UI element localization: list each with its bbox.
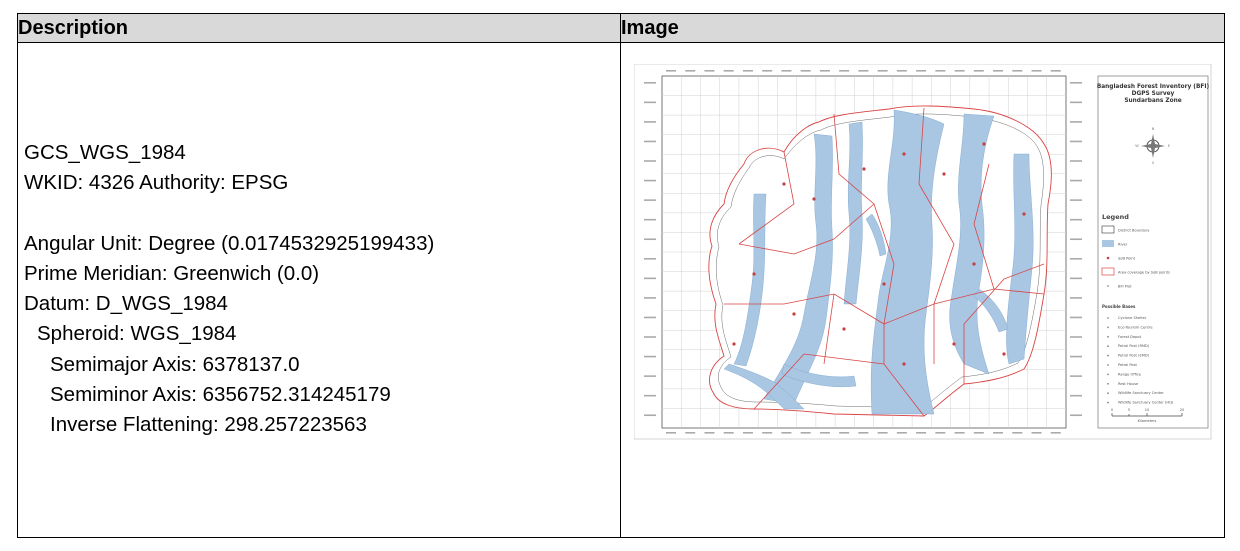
header-image: Image	[620, 13, 1225, 43]
base-symbol	[1107, 354, 1109, 357]
inverse-flattening: Inverse Flattening: 298.257223563	[50, 413, 367, 437]
scale-bar: 0 5 10 20 Kilometers	[1111, 408, 1184, 423]
svg-text:10: 10	[1145, 408, 1149, 412]
angular-unit: Angular Unit: Degree (0.0174532925199433…	[24, 231, 435, 255]
legend-symbol-district	[1101, 225, 1115, 234]
document-table: Description Image GCS_WGS_1984 WKID: 432…	[17, 13, 1225, 538]
prime-meridian: Prime Meridian: Greenwich (0.0)	[24, 261, 320, 285]
gcs-name: GCS_WGS_1984	[24, 141, 186, 164]
svg-text:0: 0	[1111, 408, 1113, 412]
base-symbol	[1107, 392, 1109, 395]
legend-item-label: BFI Plot	[1118, 285, 1132, 289]
datum: Datum: D_WGS_1984	[24, 292, 228, 316]
image-cell: Bangladesh Forest Inventory (BFI) DGPS S…	[620, 42, 1225, 538]
svg-text:W: W	[1135, 144, 1139, 148]
svg-text:20: 20	[1180, 408, 1184, 412]
district-boundaries	[724, 107, 1045, 417]
compass-icon: N S E W	[1135, 127, 1170, 165]
base-item-label: Petrol Post (EMD)	[1118, 354, 1150, 358]
svg-text:S: S	[1152, 161, 1155, 165]
map-legend: Bangladesh Forest Inventory (BFI) DGPS S…	[1097, 75, 1210, 429]
base-item-label: Rest House	[1118, 382, 1139, 386]
base-symbol	[1107, 317, 1109, 319]
bases-title: Possible Bases	[1102, 304, 1136, 309]
base-symbol	[1107, 382, 1109, 385]
map-title-2: DGPS Survey	[1132, 91, 1175, 97]
rivers	[723, 109, 1034, 415]
legend-item-label: River	[1118, 243, 1128, 247]
base-item-label: Petrol Post (RMD)	[1118, 344, 1150, 348]
legend-symbol-coverage	[1101, 267, 1115, 276]
legend-item-label: Area coverage by SoB points	[1118, 271, 1170, 275]
svg-text:5: 5	[1128, 408, 1130, 412]
svg-text:Kilometers: Kilometers	[1138, 419, 1157, 423]
svg-text:N: N	[1152, 127, 1155, 131]
legend-item-label: District Boundary	[1118, 229, 1150, 233]
base-item-label: Petrol Post	[1118, 363, 1138, 367]
base-item-label: Cyclone Shelter	[1118, 316, 1147, 320]
base-symbol	[1107, 335, 1109, 338]
map-image: Bangladesh Forest Inventory (BFI) DGPS S…	[633, 63, 1212, 440]
spheroid: Spheroid: WGS_1984	[37, 322, 237, 346]
legend-title: Legend	[1102, 213, 1129, 221]
base-symbol	[1107, 345, 1109, 348]
base-symbol	[1107, 373, 1109, 376]
base-item-label: Eco-Tourism Centre	[1118, 325, 1153, 329]
legend-symbol-river	[1102, 240, 1114, 247]
legend-symbol-bfi-plot	[1107, 285, 1109, 287]
map-title-1: Bangladesh Forest Inventory (BFI)	[1097, 84, 1210, 90]
base-symbol	[1107, 401, 1109, 404]
base-item-label: Range Office	[1118, 372, 1142, 376]
legend-symbol-sob-point	[1106, 256, 1110, 260]
legend-item-label: SoB Point	[1118, 257, 1136, 261]
description-cell: GCS_WGS_1984 WKID: 4326 Authority: EPSG …	[17, 42, 621, 538]
map-title-3: Sundarbans Zone	[1124, 98, 1181, 104]
header-description: Description	[17, 13, 621, 43]
base-symbol	[1107, 364, 1109, 366]
map-points	[732, 142, 1026, 366]
wkid-line: WKID: 4326 Authority: EPSG	[24, 171, 289, 195]
base-symbol	[1107, 326, 1109, 329]
svg-text:E: E	[1168, 144, 1170, 148]
semimajor-axis: Semimajor Axis: 6378137.0	[50, 352, 300, 376]
base-item-label: Forest Depot	[1118, 335, 1142, 339]
base-item-label: Wildlife Sanctuary Center (HQ)	[1118, 401, 1174, 405]
base-item-label: Wildlife Sanctuary Center	[1118, 391, 1164, 395]
semiminor-axis: Semiminor Axis: 6356752.314245179	[50, 383, 391, 407]
